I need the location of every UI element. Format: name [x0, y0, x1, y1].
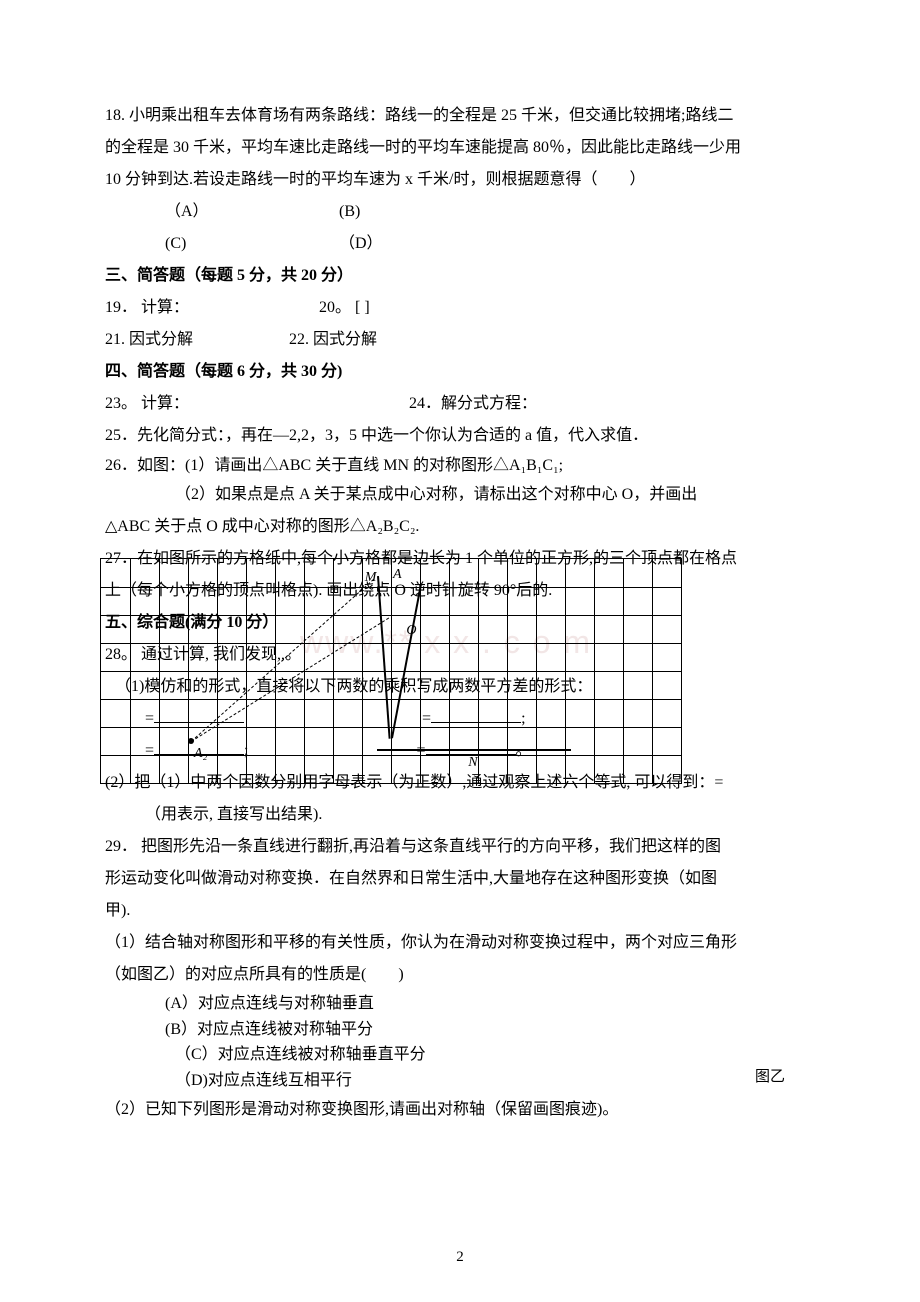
q26-line3: △ABC 关于点 O 成中心对称的图形△A₂B₂C₂.	[105, 511, 825, 543]
q24-text: 24．解分式方程：	[409, 388, 537, 420]
q26-line1: 26．如图：(1）请画出△ABC 关于直线 MN 的对称图形△A₁B₁C₁;	[105, 452, 825, 479]
figure-b-caption: 图乙	[755, 1062, 785, 1092]
q29-part1-line2: （如图乙）的对应点所具有的性质是( )	[105, 959, 825, 991]
q18-opt-c: (C)	[165, 228, 335, 260]
q29-line2: 形运动变化叫做滑动对称变换．在自然界和日常生活中,大量地存在这种图形变换（如图	[105, 863, 825, 895]
page-number: 2	[0, 1242, 920, 1272]
q18-opt-b: (B)	[339, 196, 360, 228]
q21-q22-row: 21. 因式分解 22. 因式分解	[105, 324, 825, 356]
section4-title: 四、简答题（每题 6 分，共 30 分)	[105, 356, 825, 388]
section3-title: 三、简答题（每题 5 分，共 20 分）	[105, 260, 825, 292]
q29-line3: 甲).	[105, 895, 825, 927]
q18-line2: 的全程是 30 千米，平均车速比走路线一时的平均车速能提高 80％，因此能比走路…	[105, 132, 825, 164]
q29-opt-b: (B）对应点连线被对称轴平分	[105, 1017, 825, 1043]
q18-line3: 10 分钟到达.若设走路线一时的平均车速为 x 千米/时，则根据题意得（ ）	[105, 164, 825, 196]
q29-part1-line1: （1）结合轴对称图形和平移的有关性质，你认为在滑动对称变换过程中，两个对应三角形	[105, 927, 825, 959]
q18-opt-a: （A）	[165, 196, 335, 228]
q29-line1: 29． 把图形先沿一条直线进行翻折,再沿着与这条直线平行的方向平移，我们把这样的…	[105, 831, 825, 863]
grid-figure: MAONA₂	[100, 558, 682, 784]
q23-text: 23。 计算：	[105, 388, 405, 420]
q29-part2: （2）已知下列图形是滑动对称变换图形,请画出对称轴（保留画图痕迹)。	[105, 1094, 825, 1126]
q23-q24-row: 23。 计算： 24．解分式方程：	[105, 388, 825, 420]
q25-text: 25．先化简分式：，再在—2,2，3，5 中选一个你认为合适的 a 值，代入求值…	[105, 420, 825, 452]
q26-line2: （2）如果点是点 A 关于某点成中心对称，请标出这个对称中心 O，并画出	[105, 479, 825, 511]
q29-opt-a: (A）对应点连线与对称轴垂直	[105, 991, 825, 1017]
q29-opt-d: （D)对应点连线互相平行	[105, 1068, 825, 1094]
q19-q20-row: 19． 计算： 20。 [ ]	[105, 292, 825, 324]
q20-text: 20。 [ ]	[319, 292, 370, 324]
q22-text: 22. 因式分解	[289, 324, 377, 356]
q19-text: 19． 计算：	[105, 292, 315, 324]
q21-text: 21. 因式分解	[105, 324, 285, 356]
q18-opt-d: （D）	[339, 228, 383, 260]
q18-line1: 18. 小明乘出租车去体育场有两条路线：路线一的全程是 25 千米，但交通比较拥…	[105, 100, 825, 132]
q18-options-row2: (C) （D）	[105, 228, 825, 260]
q18-options-row1: （A） (B)	[105, 196, 825, 228]
q29-opt-c: （C）对应点连线被对称轴垂直平分	[105, 1042, 825, 1068]
q28-part2-line2: （用表示, 直接写出结果).	[105, 799, 825, 831]
